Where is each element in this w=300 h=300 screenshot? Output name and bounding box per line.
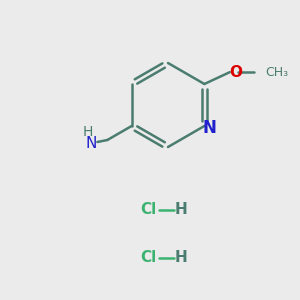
Text: O: O [229, 65, 242, 80]
Text: CH₃: CH₃ [266, 66, 289, 79]
Text: H: H [175, 250, 188, 266]
Text: Cl: Cl [140, 202, 156, 217]
Text: H: H [82, 125, 93, 139]
Text: N: N [202, 119, 216, 137]
Text: H: H [175, 202, 188, 217]
Text: Cl: Cl [140, 250, 156, 266]
Text: N: N [86, 136, 97, 152]
